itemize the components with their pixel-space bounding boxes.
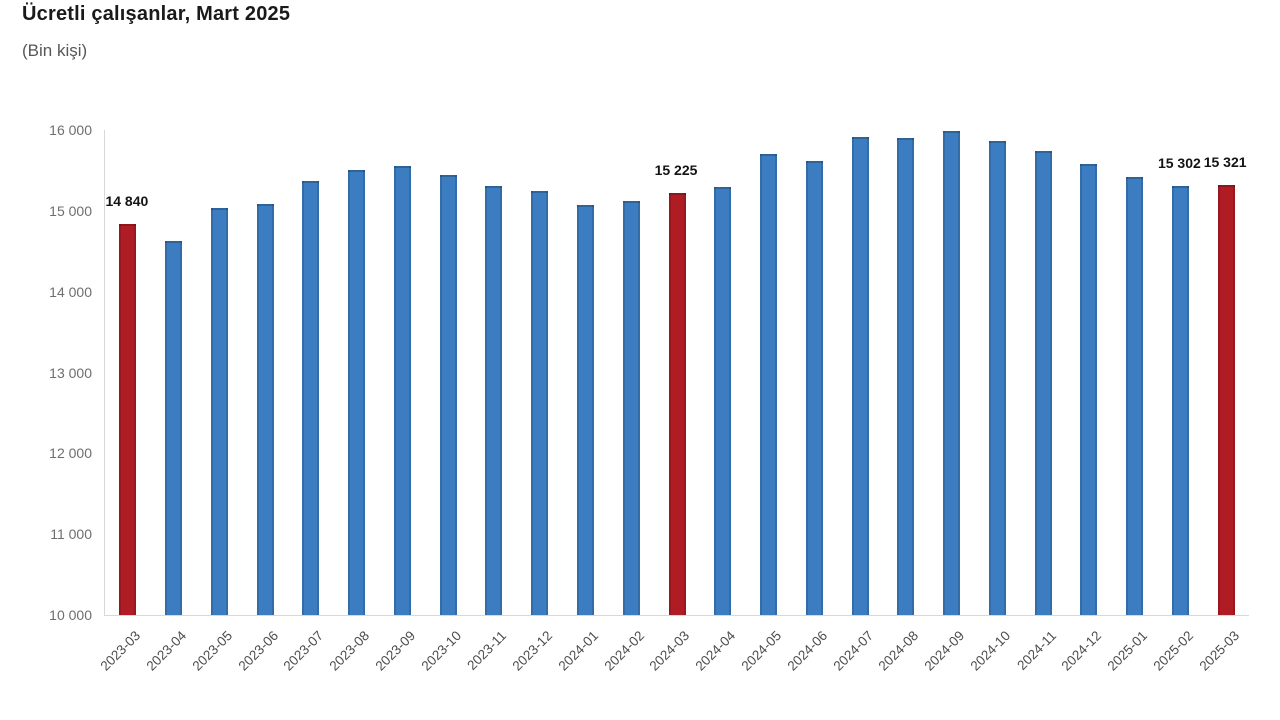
bar [1171,186,1189,615]
bar [943,130,961,615]
bar [1080,163,1098,615]
bar [210,207,228,615]
chart-title: Ücretli çalışanlar, Mart 2025 [22,3,291,25]
x-axis-tick-label: 2024-08 [875,628,922,674]
bar-highlighted [119,223,137,615]
bar [622,201,640,615]
bar [576,205,594,615]
x-axis-tick-label: 2025-03 [1196,628,1242,674]
y-axis-tick-label: 11 000 [50,526,92,543]
x-axis-tick-label: 2023-11 [464,628,510,673]
bar [165,240,183,615]
x-axis-tick-label: 2023-04 [143,628,190,674]
x-axis-tick-label: 2023-03 [97,628,144,674]
x-axis-tick-label: 2023-10 [418,628,464,674]
y-axis-tick-label: 12 000 [49,445,92,462]
x-axis-tick-label: 2023-07 [280,628,327,674]
bar [256,204,274,615]
chart-subtitle: (Bin kişi) [22,41,88,60]
bar-value-label: 14 840 [105,192,149,209]
x-axis-tick-label: 2023-05 [189,628,236,674]
x-axis-tick-label: 2024-01 [555,628,602,674]
x-axis-tick-label: 2024-06 [784,628,830,674]
x-axis-tick-label: 2024-11 [1013,628,1059,673]
bar [1126,176,1144,615]
y-axis-tick-label: 15 000 [49,202,92,219]
bar [851,137,869,615]
y-axis-tick-label: 14 000 [49,283,92,300]
bar-value-label: 15 225 [654,161,698,178]
bar [485,185,503,615]
bar [805,160,823,615]
y-axis-tick-label: 16 000 [49,122,92,138]
x-axis-tick-label: 2025-02 [1150,628,1196,674]
bar [531,191,549,615]
plot-area [104,130,1249,616]
bar-value-label: 15 302 [1157,155,1201,172]
bar [393,166,411,615]
bar-highlighted [668,192,686,615]
bar-value-label: 15 321 [1203,153,1247,170]
bar [714,187,732,615]
bar [439,175,457,615]
x-axis-tick-label: 2023-12 [509,628,556,674]
x-axis-tick-label: 2024-12 [1058,628,1105,674]
x-axis-tick-label: 2024-07 [830,628,876,674]
x-axis-tick-label: 2024-09 [921,628,968,674]
x-axis-tick-label: 2024-04 [692,628,739,674]
y-axis-tick-label: 13 000 [49,364,92,381]
x-axis-tick-label: 2023-06 [235,628,281,674]
x-axis-tick-label: 2025-01 [1104,628,1151,674]
bar-highlighted [1217,184,1235,615]
bar [348,170,366,615]
x-axis-tick-label: 2024-02 [601,628,647,674]
y-axis-tick-label: 10 000 [49,607,92,623]
x-axis-tick-label: 2023-09 [372,628,419,674]
x-axis-tick-label: 2024-10 [967,628,1013,674]
bar [302,180,320,615]
bar [897,138,915,615]
x-axis-tick-label: 2024-03 [646,628,693,674]
bar [1034,151,1052,615]
x-axis-tick-label: 2023-08 [326,628,373,674]
x-axis-tick-label: 2024-05 [738,628,785,674]
bar [988,141,1006,615]
bar [760,154,778,615]
